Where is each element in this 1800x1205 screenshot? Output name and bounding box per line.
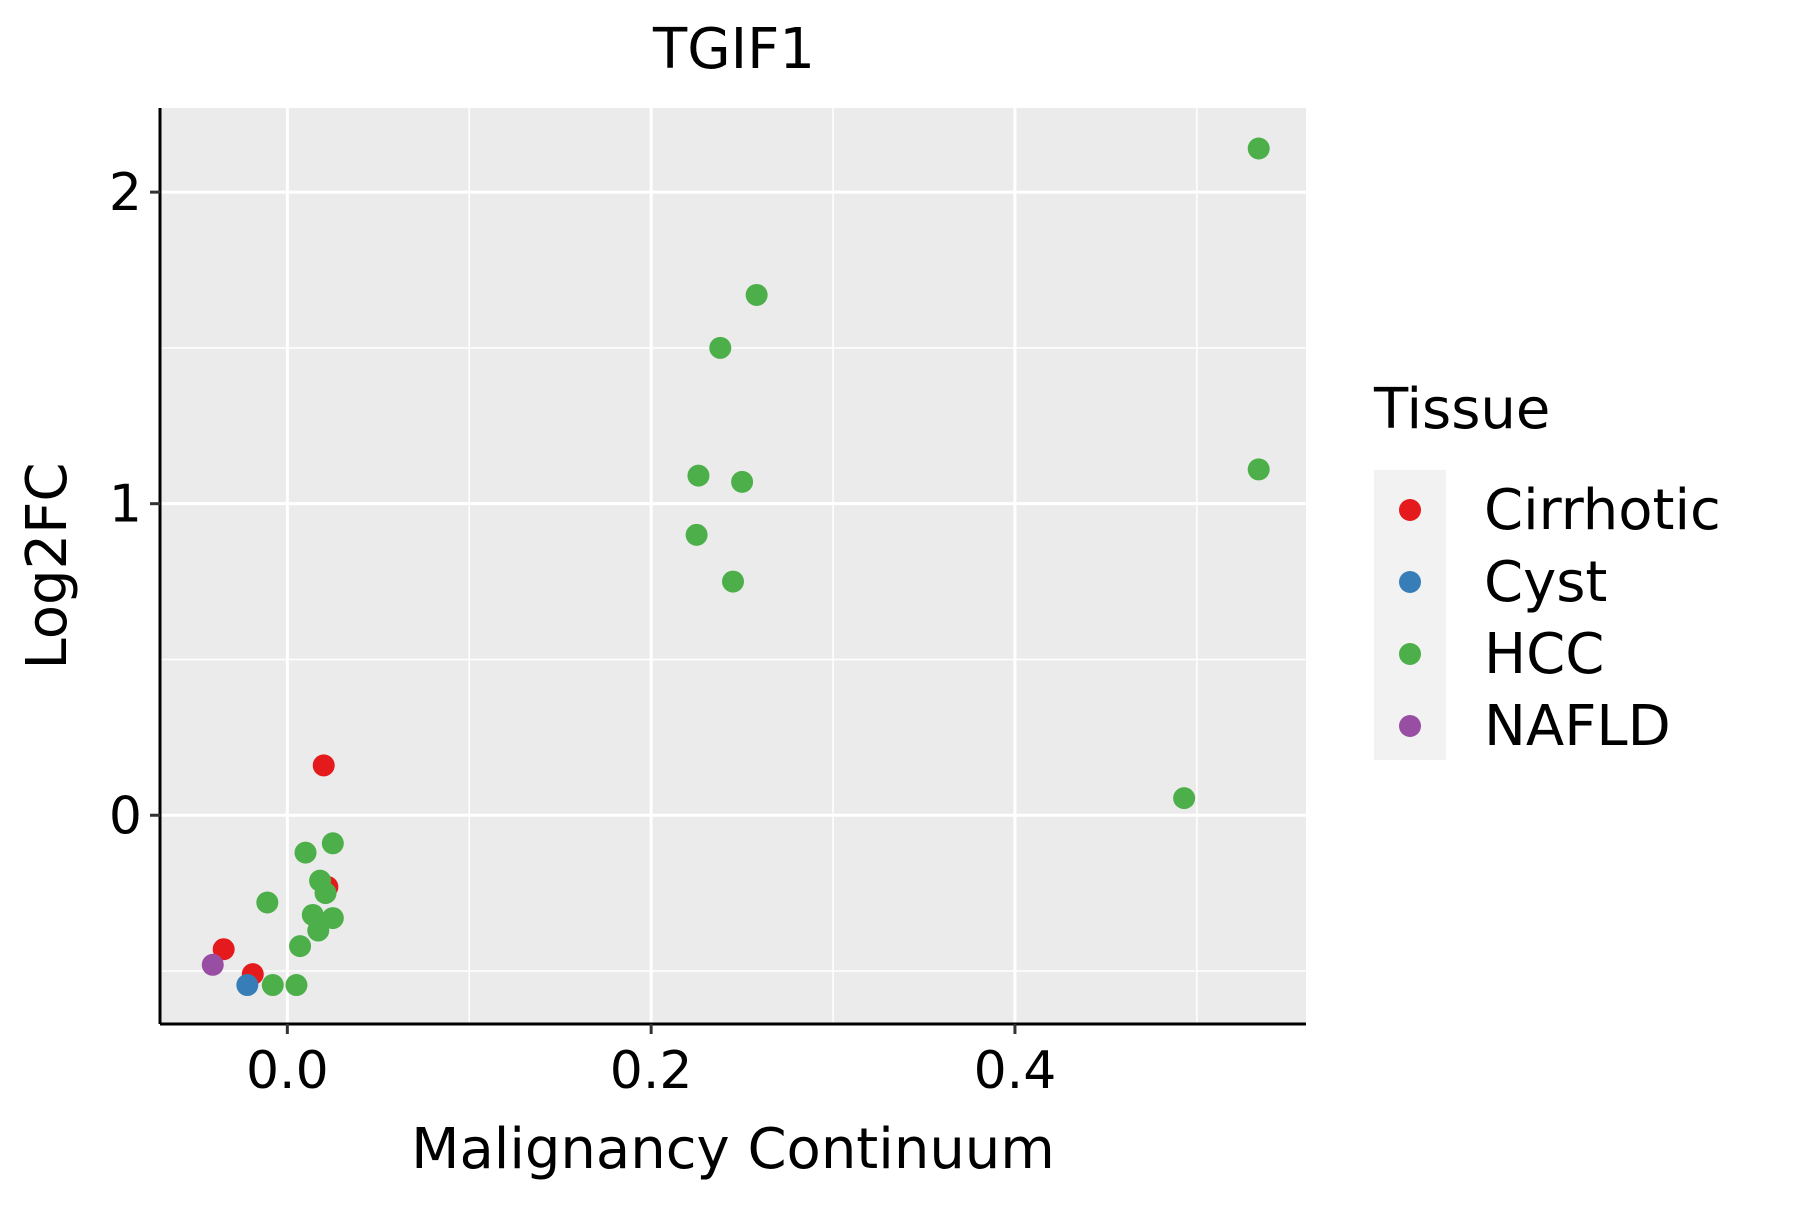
x-axis-ticks: 0.0 0.2 0.4 xyxy=(246,1024,1056,1101)
data-point-cyst xyxy=(236,974,259,997)
legend-label-cyst: Cyst xyxy=(1484,550,1607,615)
x-tick-label: 0.0 xyxy=(246,1041,329,1101)
chart-title: TGIF1 xyxy=(652,17,815,82)
x-axis-label: Malignancy Continuum xyxy=(411,1117,1055,1182)
data-point-cirrhotic xyxy=(312,754,335,777)
data-point-hcc xyxy=(1247,458,1270,481)
legend-label-nafld: NAFLD xyxy=(1484,694,1671,759)
data-point-hcc xyxy=(285,974,308,997)
data-point-hcc xyxy=(687,464,710,487)
data-point-hcc xyxy=(685,523,708,546)
data-point-hcc xyxy=(289,935,312,958)
y-axis-ticks: 0 1 2 xyxy=(109,163,160,846)
y-tick-label: 2 xyxy=(109,163,142,223)
legend-key-hcc xyxy=(1399,643,1421,665)
data-point-hcc xyxy=(321,907,344,930)
data-point-cirrhotic xyxy=(212,938,235,961)
data-point-hcc xyxy=(1173,787,1196,810)
data-point-hcc xyxy=(709,336,732,359)
data-point-hcc xyxy=(321,832,344,855)
data-points xyxy=(201,137,1270,997)
x-tick-label: 0.4 xyxy=(974,1041,1057,1101)
data-point-hcc xyxy=(731,470,754,493)
legend: Tissue Cirrhotic Cyst HCC NAFLD xyxy=(1373,377,1721,760)
data-point-nafld xyxy=(201,953,224,976)
legend-key-cyst xyxy=(1399,571,1421,593)
legend-title: Tissue xyxy=(1373,377,1550,442)
grid-lines xyxy=(160,108,1306,1024)
y-axis-label: Log2FC xyxy=(15,463,80,670)
data-point-hcc xyxy=(294,841,317,864)
plot-panel xyxy=(160,108,1306,1024)
legend-label-hcc: HCC xyxy=(1484,622,1604,687)
legend-entries: Cirrhotic Cyst HCC NAFLD xyxy=(1399,478,1721,759)
data-point-hcc xyxy=(314,882,337,905)
legend-key-nafld xyxy=(1399,715,1421,737)
data-point-hcc xyxy=(256,891,279,914)
data-point-hcc xyxy=(1247,137,1270,160)
legend-label-cirrhotic: Cirrhotic xyxy=(1484,478,1721,543)
y-tick-label: 0 xyxy=(109,786,142,846)
x-tick-label: 0.2 xyxy=(610,1041,693,1101)
data-point-hcc xyxy=(722,570,744,593)
y-tick-label: 1 xyxy=(109,475,142,535)
data-point-hcc xyxy=(307,919,330,942)
data-point-hcc xyxy=(261,974,284,997)
legend-key-cirrhotic xyxy=(1399,499,1421,521)
data-point-hcc xyxy=(745,283,768,306)
